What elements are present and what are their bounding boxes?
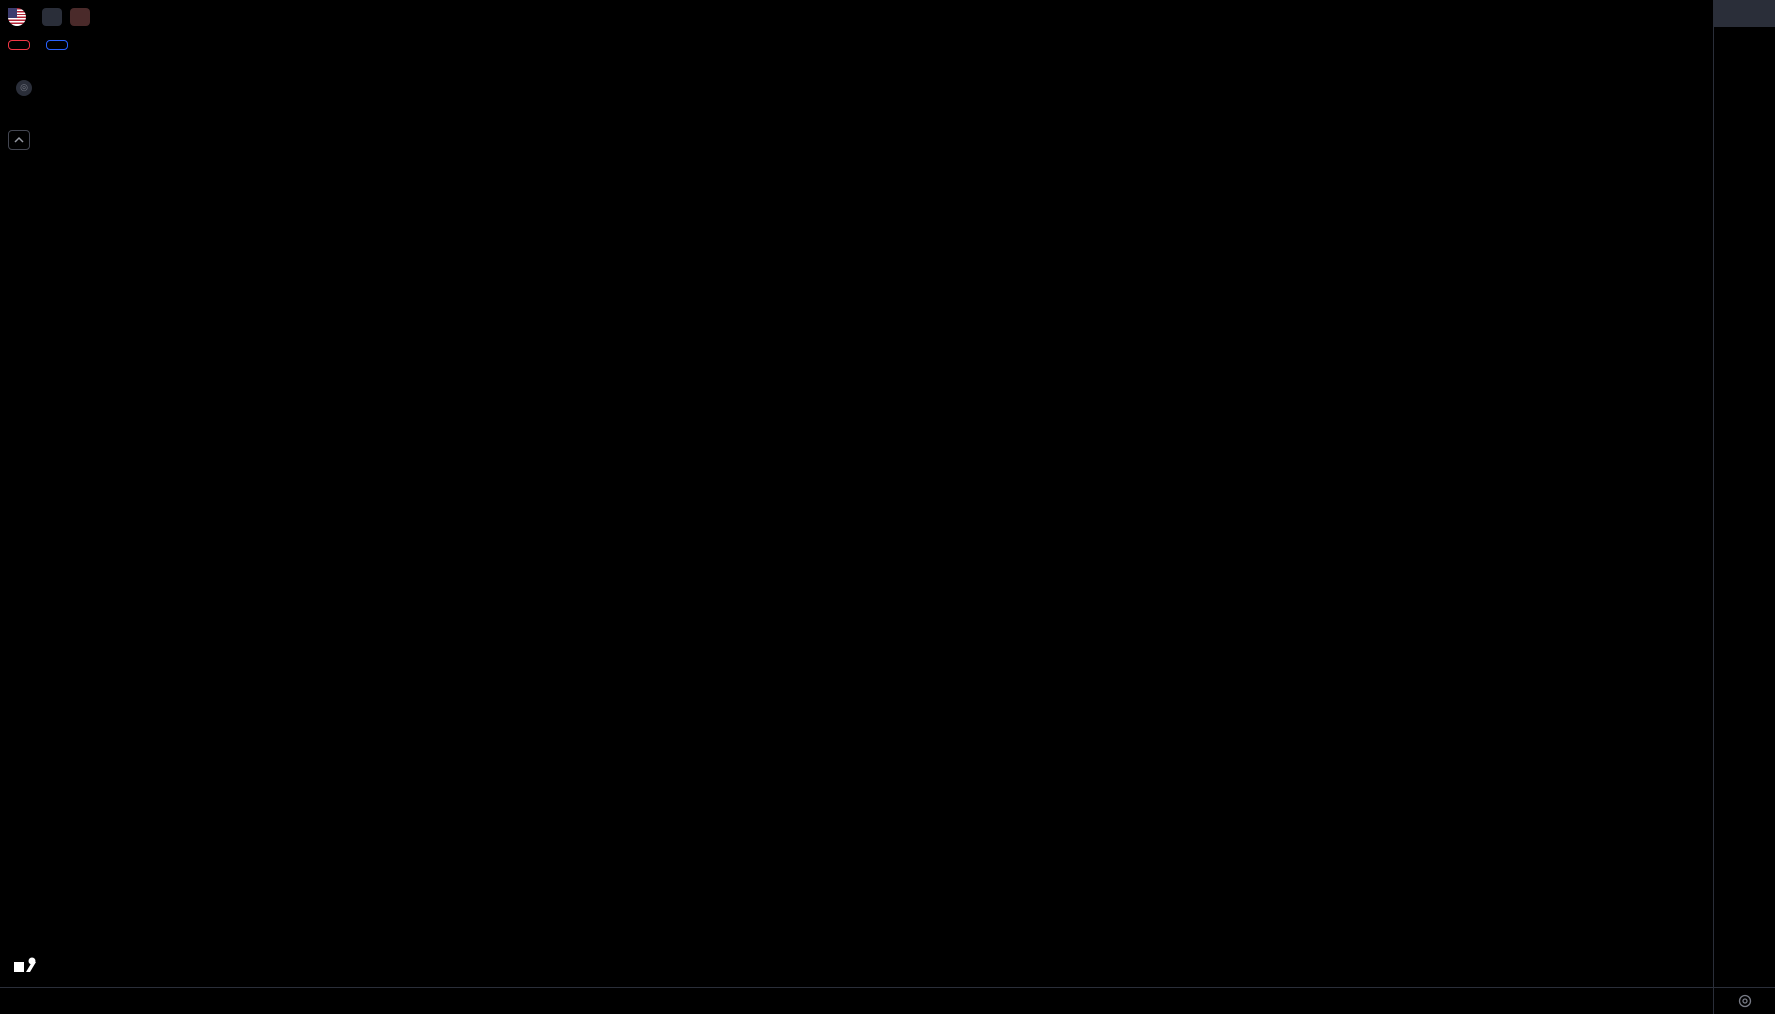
sell-button[interactable] [8, 40, 30, 50]
indicator-legend: ◎ [8, 80, 40, 96]
buy-button[interactable] [46, 40, 68, 50]
flag-icon [8, 8, 26, 26]
tradingview-logo-icon [12, 954, 38, 980]
visibility-icon[interactable]: ◎ [16, 80, 32, 96]
sell-buy-panel [8, 40, 68, 50]
compare-chip-icon[interactable] [70, 8, 90, 26]
chart-header [0, 0, 1775, 34]
collapse-legend-button[interactable] [8, 130, 30, 150]
ema50-row[interactable]: ◎ [8, 80, 40, 96]
chart-pane[interactable] [0, 0, 1713, 987]
chart-svg [0, 0, 1713, 987]
gear-icon [1737, 993, 1753, 1009]
time-axis[interactable] [0, 987, 1713, 1014]
chevron-up-icon [14, 136, 24, 144]
snapshot-chip-icon[interactable] [42, 8, 62, 26]
axis-settings-button[interactable] [1713, 987, 1775, 1014]
price-axis[interactable] [1713, 0, 1775, 987]
tradingview-watermark [12, 954, 44, 980]
axis-unit-button[interactable] [1713, 0, 1775, 27]
